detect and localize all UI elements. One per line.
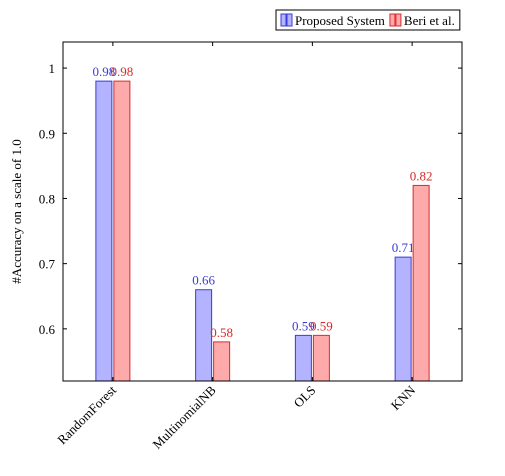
bar	[213, 341, 231, 382]
legend-box	[275, 9, 461, 31]
data-label: 0.82	[410, 168, 433, 183]
legend-swatch	[286, 13, 293, 27]
bar	[113, 80, 131, 382]
x-tick-label: KNN	[388, 382, 419, 413]
legend-swatch	[389, 13, 396, 27]
y-axis: 0.6 0.7 0.8 0.9 1	[39, 61, 462, 337]
y-tick-label: 0.6	[39, 322, 56, 337]
data-label: 0.98	[111, 64, 134, 79]
data-label: 0.59	[292, 318, 315, 333]
data-label: 0.71	[392, 240, 415, 255]
x-tick-label: MultinomialNB	[149, 382, 219, 452]
x-tick-label: RandomForest	[54, 382, 119, 447]
y-tick-label: 0.8	[39, 191, 55, 206]
y-tick-label: 0.9	[39, 126, 55, 141]
y-axis-label: #Accuracy on a scale of 1.0	[9, 139, 24, 283]
bar	[294, 334, 312, 382]
y-tick-label: 1	[49, 61, 56, 76]
x-tick-label: OLS	[291, 383, 319, 411]
bar	[394, 256, 412, 382]
legend-swatch	[280, 13, 287, 27]
data-label: 0.58	[210, 325, 233, 340]
plot-area: 0.980.98 0.66 0.58 0.590.59 0.71 0.82	[93, 64, 433, 382]
bar	[95, 80, 113, 382]
legend-label: Proposed System	[295, 13, 385, 28]
data-label: 0.66	[192, 273, 215, 288]
data-label: 0.59	[310, 318, 333, 333]
data-label: 0.98	[93, 64, 116, 79]
legend-label: Beri et al.	[404, 13, 455, 28]
y-tick-label: 0.7	[39, 257, 56, 272]
bar	[412, 184, 430, 382]
bar	[195, 289, 213, 382]
bar	[312, 334, 330, 382]
legend-swatch	[395, 13, 402, 27]
axes-frame	[62, 41, 463, 382]
legend: Proposed System Beri et al.	[275, 9, 461, 31]
